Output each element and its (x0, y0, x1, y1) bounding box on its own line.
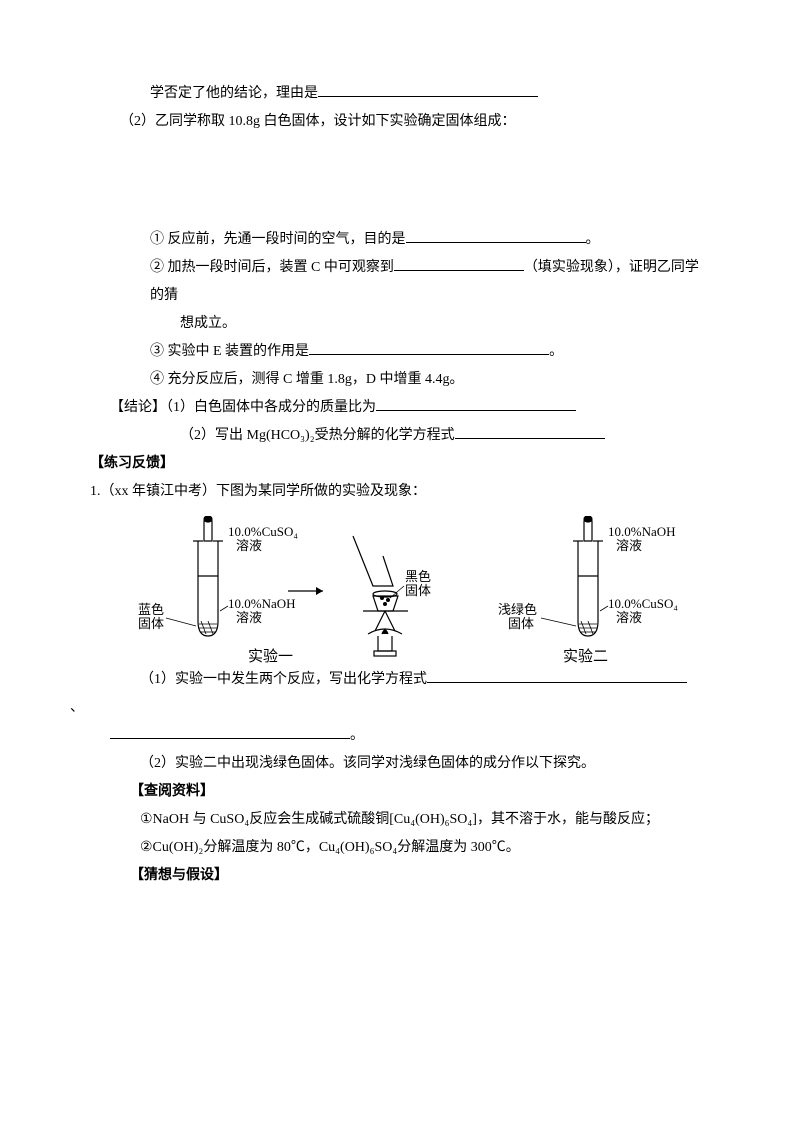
text-line: 1.（xx 年镇江中考）下图为某同学所做的实验及现象： (90, 478, 710, 506)
text-line: 。 (90, 722, 710, 750)
label: 固体 (508, 616, 534, 631)
label: 固体 (405, 583, 431, 598)
label: 10.0%CuSO₄ (228, 524, 298, 539)
text-line: （1）实验一中发生两个反应，写出化学方程式 (90, 666, 710, 694)
text-line: ①NaOH 与 CuSO₄反应会生成碱式硫酸铜[Cu₄(OH)₆SO₄]，其不溶… (90, 806, 710, 834)
text-line: （2）写出 Mg(HCO₃)₂受热分解的化学方程式 (90, 422, 710, 450)
text-line: 、 (70, 694, 710, 722)
label: 10.0%NaOH (608, 524, 676, 539)
label: 蓝色 (138, 602, 164, 617)
label: 溶液 (236, 538, 262, 553)
label: 溶液 (236, 610, 262, 625)
section-heading: 【猜想与假设】 (90, 862, 710, 890)
label: 10.0%NaOH (228, 596, 296, 611)
text-line: ②Cu(OH)₂分解温度为 80℃，Cu₄(OH)₆SO₄分解温度为 300℃。 (90, 834, 710, 862)
label: 溶液 (616, 610, 642, 625)
label: 溶液 (616, 538, 642, 553)
caption: 实验二 (563, 648, 608, 665)
text-line: ④ 充分反应后，测得 C 增重 1.8g，D 中增重 4.4g。 (90, 366, 710, 394)
text-line: 【结论】（1）白色固体中各成分的质量比为 (90, 394, 710, 422)
text-line: 想成立。 (90, 310, 710, 338)
caption: 实验一 (248, 648, 293, 665)
blank (455, 424, 605, 439)
label: 浅绿色 (498, 602, 537, 617)
blank (376, 396, 576, 411)
text-line: ① 反应前，先通一段时间的空气，目的是。 (90, 226, 710, 254)
text-line: ③ 实验中 E 装置的作用是。 (90, 338, 710, 366)
blank (110, 724, 350, 739)
label: 10.0%CuSO₄ (608, 596, 678, 611)
blank (318, 82, 538, 97)
text-line: （2）实验二中出现浅绿色固体。该同学对浅绿色固体的成分作以下探究。 (90, 750, 710, 778)
text-line: ② 加热一段时间后，装置 C 中可观察到（填实验现象），证明乙同学的猜 (90, 254, 710, 310)
experiment-2-svg: 10.0%NaOH 溶液 浅绿色 固体 10.0%CuSO₄ 溶液 实验二 (493, 516, 693, 666)
section-heading: 【查阅资料】 (90, 778, 710, 806)
blank (406, 228, 586, 243)
blank (394, 256, 524, 271)
experiment-1-svg: 10.0%CuSO₄ 溶液 蓝色 固体 10.0%NaOH 溶液 (138, 516, 458, 666)
blank (309, 340, 549, 355)
text-line: （2）乙同学称取 10.8g 白色固体，设计如下实验确定固体组成： (90, 108, 710, 136)
section-heading: 【练习反馈】 (90, 450, 710, 478)
text-line: 学否定了他的结论，理由是 (90, 80, 710, 108)
label: 黑色 (405, 569, 431, 584)
experiment-diagrams: 10.0%CuSO₄ 溶液 蓝色 固体 10.0%NaOH 溶液 (120, 516, 710, 666)
label: 固体 (138, 616, 164, 631)
blank (427, 668, 687, 683)
